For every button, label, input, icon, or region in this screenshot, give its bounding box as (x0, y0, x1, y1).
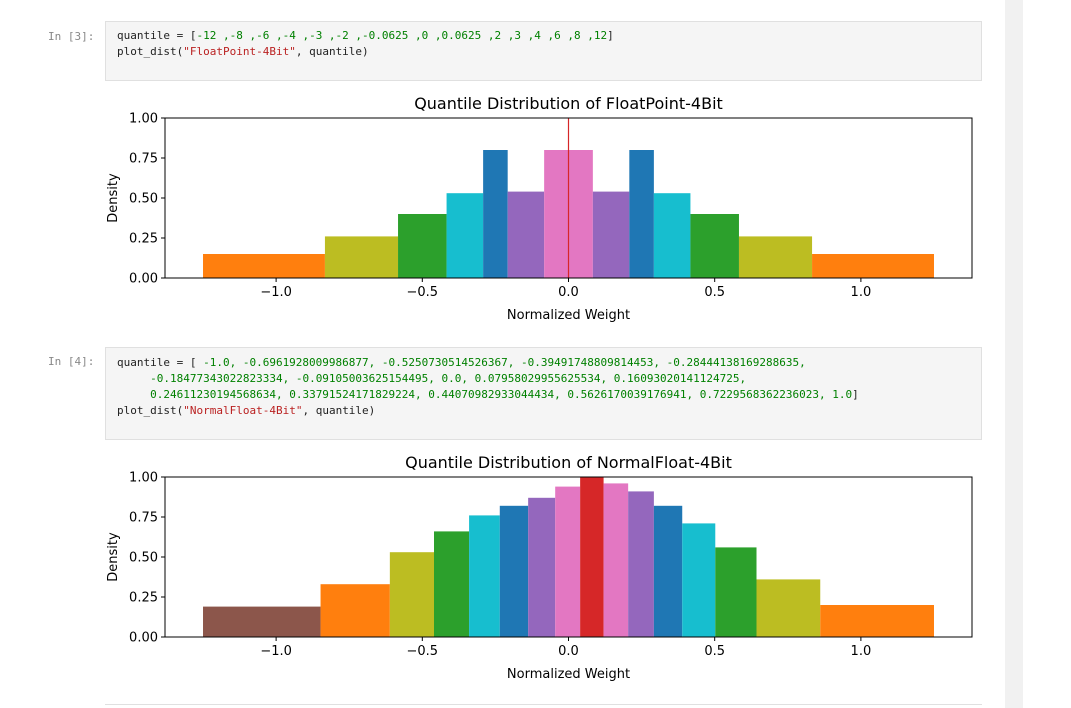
histogram-bar (756, 579, 821, 637)
code-token: ] (852, 388, 859, 401)
cell-prompt: In [3]: (48, 30, 95, 43)
histogram-bar (398, 214, 447, 278)
x-tick-label: 0.5 (704, 285, 725, 300)
histogram-bar (812, 254, 934, 278)
x-tick-label: 0.0 (558, 285, 579, 300)
x-tick-label: −0.5 (407, 285, 439, 300)
histogram-bar (653, 505, 683, 637)
histogram-bar (628, 491, 654, 637)
histogram-bar (483, 150, 508, 278)
y-tick-label: 0.00 (129, 631, 158, 646)
histogram-bar (603, 483, 629, 637)
histogram-bar (469, 515, 500, 637)
y-tick-label: 0.50 (129, 551, 158, 566)
histogram-bar (203, 606, 321, 637)
histogram-bar (580, 477, 604, 637)
code-token: "NormalFloat-4Bit" (183, 404, 303, 417)
code-token: plot_dist( (117, 45, 184, 58)
code-token: quantile = [ (117, 29, 197, 42)
histogram-bar (499, 505, 529, 637)
code-token: -0.18477343022823334, -0.091050036251544… (150, 372, 747, 385)
histogram-bar (653, 193, 691, 278)
chart-title: Quantile Distribution of FloatPoint-4Bit (414, 94, 723, 113)
histogram-bar (738, 236, 813, 278)
x-tick-label: 0.0 (558, 644, 579, 659)
y-axis-label: Density (106, 532, 121, 582)
code-cell[interactable]: quantile = [-12 ,-8 ,-6 ,-4 ,-3 ,-2 ,-0.… (105, 21, 982, 81)
y-tick-label: 1.00 (129, 471, 158, 486)
y-tick-label: 0.50 (129, 192, 158, 207)
output-chart-1: Quantile Distribution of FloatPoint-4Bit… (100, 88, 990, 332)
x-tick-label: 1.0 (851, 285, 872, 300)
histogram-bar (203, 254, 325, 278)
x-tick-label: −1.0 (260, 285, 292, 300)
chart-title: Quantile Distribution of NormalFloat-4Bi… (405, 453, 732, 472)
y-tick-label: 1.00 (129, 112, 158, 127)
x-tick-label: 0.5 (704, 644, 725, 659)
x-tick-label: 1.0 (851, 644, 872, 659)
histogram-bar (324, 236, 399, 278)
y-axis-label: Density (106, 173, 121, 223)
histogram-bar (389, 552, 434, 637)
y-tick-label: 0.25 (129, 591, 158, 606)
chart-fp4: Quantile Distribution of FloatPoint-4Bit… (106, 94, 973, 323)
histogram-bar (592, 191, 630, 278)
x-tick-label: −0.5 (407, 644, 439, 659)
histogram-bar (682, 523, 716, 637)
output-chart-2: Quantile Distribution of NormalFloat-4Bi… (100, 447, 990, 691)
cell-divider (105, 704, 982, 705)
x-axis-label: Normalized Weight (507, 308, 630, 323)
x-tick-label: −1.0 (260, 644, 292, 659)
histogram-bar (629, 150, 654, 278)
y-tick-label: 0.25 (129, 232, 158, 247)
code-token: quantile = [ (117, 356, 204, 369)
histogram-bar (690, 214, 739, 278)
histogram-bar (820, 605, 934, 637)
y-tick-label: 0.00 (129, 272, 158, 287)
code-token: plot_dist( (117, 404, 184, 417)
y-tick-label: 0.75 (129, 511, 158, 526)
code-token: 0.24611230194568634, 0.33791524171829224… (150, 388, 853, 401)
x-axis-label: Normalized Weight (507, 667, 630, 682)
histogram-bar (715, 547, 757, 637)
y-tick-label: 0.75 (129, 152, 158, 167)
scrollbar[interactable] (1005, 0, 1023, 708)
histogram-bar (320, 584, 390, 637)
histogram-bar (555, 486, 581, 637)
histogram-bar (507, 191, 545, 278)
code-editor[interactable]: quantile = [ -1.0, -0.6961928009986877, … (106, 348, 981, 425)
code-cell[interactable]: quantile = [ -1.0, -0.6961928009986877, … (105, 347, 982, 440)
code-editor[interactable]: quantile = [-12 ,-8 ,-6 ,-4 ,-3 ,-2 ,-0.… (106, 22, 981, 66)
code-token: "FloatPoint-4Bit" (183, 45, 296, 58)
cell-prompt: In [4]: (48, 355, 95, 368)
code-token: -12 ,-8 ,-6 ,-4 ,-3 ,-2 ,-0.0625 ,0 ,0.0… (196, 29, 608, 42)
code-token: ] (607, 29, 614, 42)
code-token: , quantile) (302, 404, 376, 417)
chart-nf4: Quantile Distribution of NormalFloat-4Bi… (106, 453, 973, 682)
histogram-bar (434, 531, 470, 637)
code-token: , quantile) (295, 45, 369, 58)
histogram-bar (528, 497, 556, 637)
histogram-bar (446, 193, 484, 278)
code-token: -1.0, -0.6961928009986877, -0.5250730514… (203, 356, 806, 369)
